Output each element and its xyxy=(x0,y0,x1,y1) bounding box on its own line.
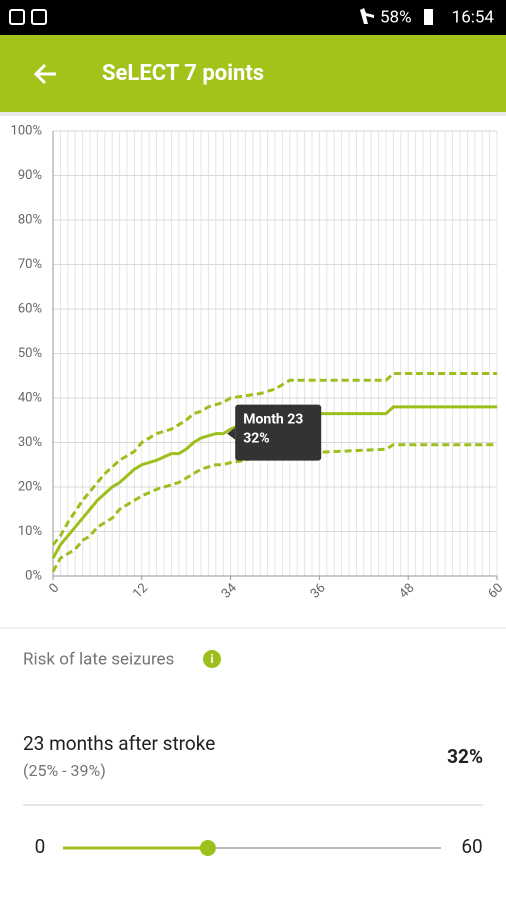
app-bar-shadow xyxy=(0,112,506,116)
x-tick-label: 0 xyxy=(46,581,62,597)
summary-value: 32% xyxy=(447,745,483,768)
summary-label: Risk of late seizures xyxy=(23,649,174,669)
app-bar xyxy=(0,35,506,112)
summary-range: (25% - 39%) xyxy=(23,761,106,780)
summary-period: 23 months after stroke xyxy=(23,732,215,755)
y-tick-label: 90% xyxy=(18,168,42,183)
y-tick-label: 10% xyxy=(18,524,42,539)
y-tick-label: 60% xyxy=(18,301,42,316)
app-title: SeLECT 7 points xyxy=(102,61,264,86)
slider-max: 60 xyxy=(461,835,482,858)
status-icon xyxy=(9,9,25,25)
x-tick-label: 34 xyxy=(219,580,240,601)
clock: 16:54 xyxy=(452,7,495,27)
y-tick-label: 20% xyxy=(18,479,42,494)
info-glyph: i xyxy=(210,652,213,666)
y-tick-label: 100% xyxy=(11,123,42,138)
slider[interactable]: 0 60 xyxy=(35,835,483,858)
tooltip-value: 32% xyxy=(243,430,269,446)
slider-thumb[interactable] xyxy=(199,840,216,856)
info-icon[interactable] xyxy=(203,650,221,668)
tooltip-box xyxy=(235,404,322,461)
tooltip-title: Month 23 xyxy=(243,411,303,427)
status-bar xyxy=(0,0,506,35)
y-tick-label: 30% xyxy=(18,435,42,450)
battery-text: 58% xyxy=(380,7,412,27)
y-tick-label: 70% xyxy=(18,257,42,272)
status-icon xyxy=(31,9,47,25)
band-line xyxy=(51,372,497,546)
tooltip-box xyxy=(227,427,236,440)
airplane-icon xyxy=(360,8,374,24)
x-tick-label: 60 xyxy=(485,581,506,602)
y-tick-label: 40% xyxy=(18,390,42,405)
chart: 0% 10% 20% 30% 40% 50% 60% 70% 80% 90% 100% 0 12 34 36… xyxy=(11,123,506,601)
battery-icon xyxy=(424,9,433,25)
y-tick-label: 50% xyxy=(18,346,42,361)
y-tick-label: 0% xyxy=(25,568,42,583)
slider-min: 0 xyxy=(35,835,46,858)
x-tick-label: 36 xyxy=(308,581,329,602)
x-tick-label: 48 xyxy=(397,581,418,602)
x-tick-label: 12 xyxy=(130,581,151,602)
back-button[interactable] xyxy=(33,63,56,85)
y-tick-label: 80% xyxy=(18,212,42,227)
